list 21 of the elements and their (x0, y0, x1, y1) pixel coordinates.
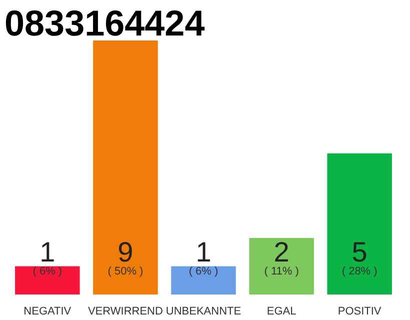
bar (15, 266, 80, 294)
annotation: ( 50% ) (108, 266, 144, 278)
x-tick-label: POSITIV (338, 306, 382, 318)
x-tick-label: VERWIRREND (88, 306, 163, 318)
annotation: ( 11% ) (264, 266, 299, 278)
data-label: 1 (196, 236, 212, 268)
x-tick-label: NEGATIV (24, 306, 72, 318)
bar (93, 40, 158, 294)
data-label: 5 (352, 236, 368, 268)
annotation: ( 28% ) (342, 266, 378, 278)
bar (171, 266, 236, 294)
x-tick-label: UNBEKANNTE (166, 306, 242, 318)
x-tick-label: EGAL (266, 306, 296, 318)
chart-title: 0833164424 (4, 2, 205, 44)
bar (249, 238, 314, 294)
data-label: 9 (118, 236, 134, 268)
annotation: ( 6% ) (188, 266, 218, 278)
bar (327, 153, 392, 294)
data-label: 2 (274, 236, 290, 268)
data-label: 1 (40, 236, 56, 268)
annotation: ( 6% ) (32, 266, 62, 278)
